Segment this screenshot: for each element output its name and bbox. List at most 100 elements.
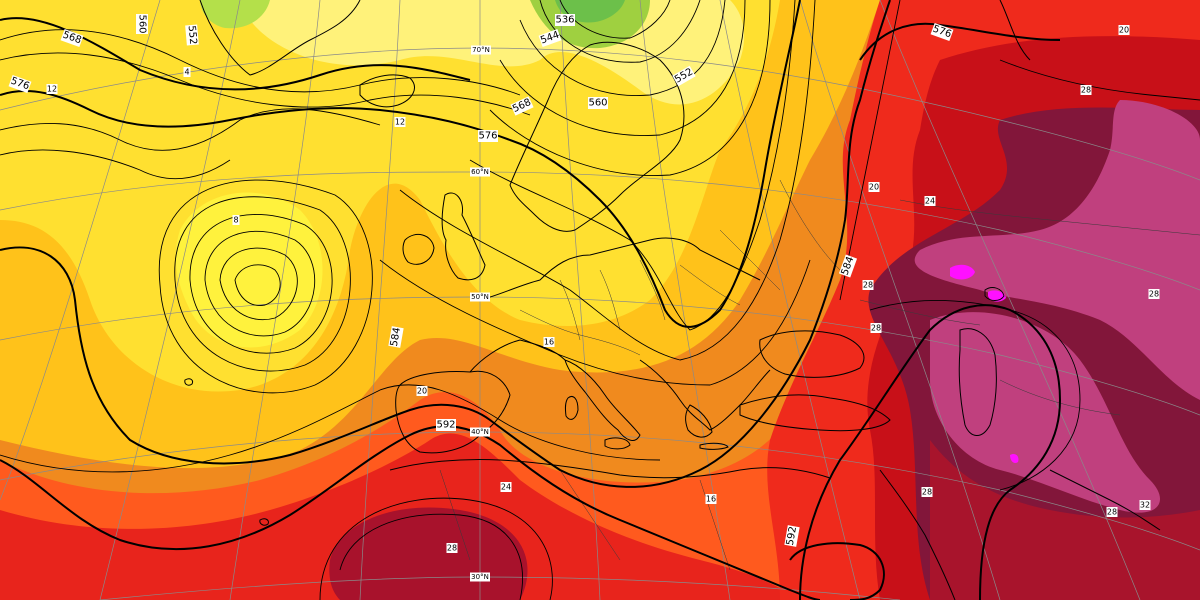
- temperature-label-box: [1148, 289, 1160, 299]
- temperature-label-text: 16: [706, 495, 716, 504]
- temperature-label-box: [1139, 500, 1151, 510]
- height-contour-label-text: 536: [555, 15, 574, 26]
- height-contour-label-hl-568-nw: 568: [60, 28, 84, 48]
- temperature-label-text: 28: [871, 324, 881, 333]
- border-9: [899, 199, 1200, 236]
- coast-azores: [184, 378, 193, 386]
- height-contour-label-box: [930, 22, 954, 42]
- coast-sicily: [604, 437, 631, 450]
- latitude-label-lat-50: 50°N: [470, 292, 490, 302]
- temp-band-36-arabia: [930, 312, 1160, 513]
- height-contour-label-box: [436, 419, 456, 431]
- temperature-label-box: [543, 337, 555, 347]
- contour-thick-592: [0, 425, 821, 600]
- coast-ireland: [402, 233, 435, 265]
- temperature-label-box: [870, 323, 882, 333]
- temperature-label-tl-24-russia: 24: [924, 196, 936, 206]
- temp-band-greenland-cold: [200, 0, 270, 29]
- contour-atl-low-1: [234, 264, 281, 306]
- border-3: [599, 269, 621, 331]
- coast-turkey: [739, 394, 891, 432]
- coast-black-sea: [759, 330, 865, 378]
- temperature-label-tl-24-nafrica: 24: [500, 482, 512, 492]
- contour-scand-3: [519, 0, 726, 96]
- temperature-label-box: [868, 182, 880, 192]
- temperature-label-box: [446, 543, 458, 553]
- contour-atl-low-6: [158, 179, 373, 394]
- temperature-label-tl-28-caspian: 28: [870, 323, 882, 333]
- height-contour-label-hl-584-east: 584: [838, 254, 858, 278]
- temperature-label-box: [500, 482, 512, 492]
- temperature-label-box: [183, 67, 191, 77]
- coast-red-sea: [879, 469, 956, 600]
- height-contour-label-text: 560: [588, 98, 607, 109]
- height-contour-label-box: [60, 28, 84, 48]
- coast-crete: [699, 442, 729, 450]
- temperature-label-text: 24: [501, 483, 511, 492]
- contour-atl-low-2: [219, 247, 298, 321]
- coast-europe-north: [479, 237, 761, 301]
- contour-atl-low-4: [189, 214, 333, 354]
- contour-scand-5: [489, 0, 771, 176]
- height-contour-label-hl-592-africa: 592: [784, 525, 800, 547]
- temperature-label-text: 28: [447, 544, 457, 553]
- height-contour-label-text: 592: [436, 420, 455, 431]
- border-1: [519, 309, 641, 356]
- height-contour-label-hl-576-east: 576: [930, 22, 954, 42]
- temperature-label-text: 24: [925, 197, 935, 206]
- contour-thick-592-east: [799, 304, 1062, 600]
- temperature-label-box: [416, 386, 428, 396]
- temperature-label-box: [705, 494, 717, 504]
- temperature-label-tl-20-iberia: 20: [416, 386, 428, 396]
- border-6: [719, 229, 781, 291]
- contour-europe-2: [399, 0, 816, 361]
- temp-band-36-east: [914, 100, 1200, 400]
- height-contour-label-box: [136, 14, 148, 34]
- temperature-label-text: 20: [869, 183, 879, 192]
- temperature-label-tl-16-libya: 16: [705, 494, 717, 504]
- coast-novaya-zemlya: [999, 0, 1031, 61]
- height-contour-label-hl-552-n: 552: [185, 24, 199, 46]
- contour-thick-584-atl: [0, 0, 891, 488]
- height-contour-label-box: [588, 97, 608, 109]
- meridian-30e: [719, 0, 861, 600]
- country-borders: [439, 179, 1200, 571]
- contour-east-2: [999, 59, 1200, 101]
- parallel-70n: [0, 47, 1200, 181]
- contour-scand-2: [539, 0, 701, 63]
- height-contour-label-box: [838, 254, 858, 278]
- temperature-label-text: 12: [47, 85, 57, 94]
- contour-east-1: [839, 0, 901, 301]
- latitude-label-box: [470, 292, 490, 302]
- contour-atl-low-3: [204, 231, 316, 337]
- border-5: [679, 264, 741, 306]
- temperature-label-box: [1080, 85, 1092, 95]
- contour-east-3: [869, 300, 1081, 491]
- temp-band-scand-cold: [530, 0, 650, 49]
- temperature-label-tl-4-greenland: 4: [183, 67, 191, 77]
- parallel-60n: [0, 171, 1200, 291]
- temperature-label-tl-28-kaz: 28: [1148, 289, 1160, 299]
- latitude-label-box: [470, 572, 490, 582]
- height-contour-label-text: 552: [186, 25, 199, 45]
- coast-north-africa: [389, 458, 831, 479]
- coast-balkans: [639, 359, 771, 431]
- temperature-label-tl-12-greenland: 12: [46, 84, 58, 94]
- contour-scand-4: [499, 0, 746, 136]
- height-label-layer: 5685605525765365445525605685765765845845…: [8, 14, 954, 547]
- temperature-label-box: [1118, 25, 1130, 35]
- height-contour-label-text: 576: [478, 131, 497, 142]
- coast-sardinia: [564, 396, 579, 420]
- temperature-label-tl-12-iceland: 12: [394, 117, 406, 127]
- temperature-label-box: [1106, 507, 1118, 517]
- height-contour-label-hl-560-n: 560: [136, 14, 148, 34]
- coast-caspian: [958, 328, 997, 436]
- height-contour-label-box: [510, 96, 534, 116]
- latitude-label-box: [470, 427, 490, 437]
- coast-italy: [564, 359, 641, 441]
- temperature-label-tl-16-alps: 16: [543, 337, 555, 347]
- latitude-label-text: 70°N: [472, 46, 490, 54]
- temperature-label-tl-28-ukraine: 28: [862, 280, 874, 290]
